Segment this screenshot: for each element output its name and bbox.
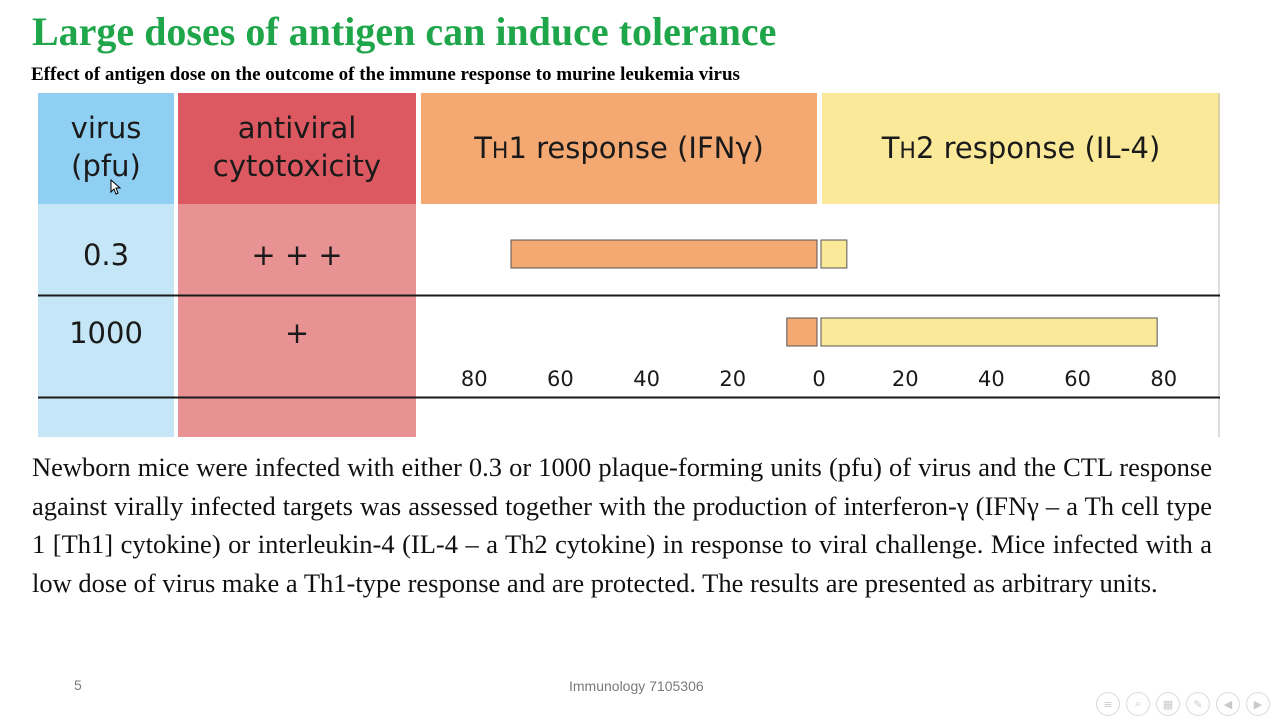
th2-header: TH2 response (IL-4)	[881, 131, 1161, 165]
th1-bar-dose-1000	[786, 317, 818, 347]
axis-tick-label: 60	[547, 367, 574, 391]
cytotox-header-bg	[178, 93, 416, 204]
row-1-cytotoxicity: + + +	[251, 238, 342, 272]
axis-tick-label: 60	[1064, 367, 1091, 391]
th1-header-prefix: T	[473, 131, 492, 165]
previous-icon[interactable]: ◀	[1216, 692, 1240, 716]
th2-header-bg	[822, 93, 1220, 204]
row-1-dose: 0.3	[83, 238, 129, 272]
row-2-cytotoxicity: +	[285, 316, 309, 350]
search-icon[interactable]: ⌕	[1126, 692, 1150, 716]
row-2-dose: 1000	[69, 316, 143, 350]
thumbnails-icon[interactable]: ▦	[1156, 692, 1180, 716]
menu-icon[interactable]: ≡	[1096, 692, 1120, 716]
slide-number: 5	[74, 677, 82, 693]
cytotox-header-line1: antiviral	[238, 111, 357, 145]
axis-tick-label: 20	[892, 367, 919, 391]
virus-header-bg	[38, 93, 174, 204]
th1-header-sub: H	[492, 139, 509, 164]
slide-title: Large doses of antigen can induce tolera…	[32, 9, 777, 54]
axis-tick-label: 80	[1150, 367, 1177, 391]
dose-response-figure: virus (pfu) antiviral cytotoxicity TH1 r…	[38, 93, 1220, 437]
axis-tick-label: 40	[633, 367, 660, 391]
th1-bar-dose-0_3	[510, 239, 818, 269]
th2-header-sub: H	[899, 139, 916, 164]
th2-header-prefix: T	[881, 131, 900, 165]
th2-bar-dose-0_3	[820, 239, 848, 269]
mouse-cursor-icon	[110, 179, 122, 195]
figure-caption: Newborn mice were infected with either 0…	[32, 452, 1212, 598]
axis-tick-label: 80	[461, 367, 488, 391]
slide-footer: Immunology 7105306	[569, 678, 704, 694]
axis-tick-label: 40	[978, 367, 1005, 391]
next-icon[interactable]: ▶	[1246, 692, 1270, 716]
slideshow-toolbar: ≡ ⌕ ▦ ✎ ◀ ▶	[1096, 692, 1278, 716]
cytotox-header-line2: cytotoxicity	[213, 149, 381, 183]
th1-header-rest: 1 response (IFNγ)	[508, 131, 763, 165]
dose-response-chart: virus (pfu) antiviral cytotoxicity TH1 r…	[38, 93, 1220, 437]
virus-header-line2: (pfu)	[71, 149, 141, 183]
axis-tick-label: 0	[812, 367, 825, 391]
th2-header-rest: 2 response (IL-4)	[916, 131, 1160, 165]
th1-header: TH1 response (IFNγ)	[473, 131, 764, 165]
th2-bar-dose-1000	[820, 317, 1158, 347]
pen-icon[interactable]: ✎	[1186, 692, 1210, 716]
virus-header-line1: virus	[71, 111, 142, 145]
th1-header-bg	[421, 93, 817, 204]
figure-subtitle: Effect of antigen dose on the outcome of…	[31, 64, 740, 85]
axis-tick-label: 20	[719, 367, 746, 391]
